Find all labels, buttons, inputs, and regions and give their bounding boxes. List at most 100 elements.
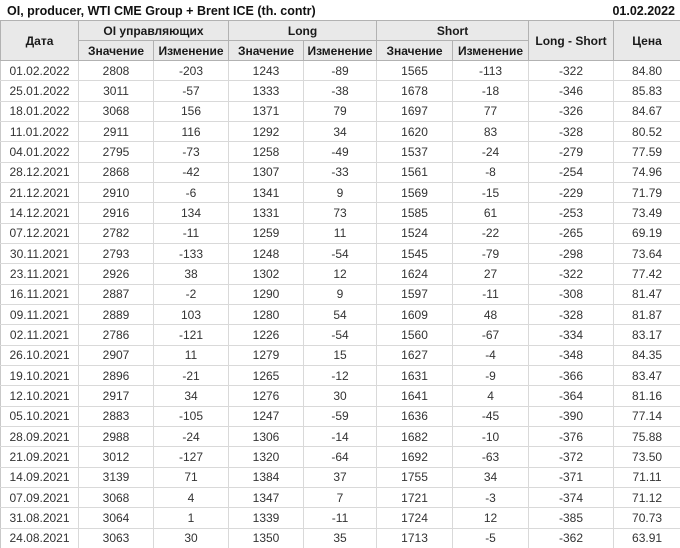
cell-long-value: 1306 [228, 425, 305, 448]
cell-short-value: 1624 [376, 263, 454, 285]
cell-oi-value: 3064 [78, 507, 154, 529]
cell-long-change: -11 [303, 507, 378, 529]
page-title: OI, producer, WTI CME Group + Brent ICE … [7, 4, 316, 18]
cell-short-value: 1569 [376, 181, 454, 204]
cell-short-change: -63 [452, 446, 530, 468]
cell-short-change: -11 [452, 283, 530, 305]
cell-short-value: 1524 [376, 222, 454, 244]
cell-long-change: 79 [303, 100, 378, 122]
cell-oi-value: 2887 [78, 283, 154, 305]
cell-price: 69.19 [613, 222, 680, 244]
cell-oi-value: 3068 [78, 486, 154, 509]
cell-oi-value: 2883 [78, 405, 154, 427]
cell-oi-value: 2786 [78, 324, 154, 346]
cell-price: 77.59 [613, 141, 680, 163]
cell-short-change: -22 [452, 222, 530, 244]
cell-short-value: 1631 [376, 364, 454, 387]
cell-oi-change: -21 [152, 364, 230, 387]
col-subheader-short-value: Значение [376, 40, 454, 61]
cell-long-value: 1279 [228, 344, 305, 366]
cell-oi-value: 2926 [78, 263, 154, 285]
cell-long-change: -33 [303, 161, 378, 183]
col-group-oi: OI управляющих [77, 20, 230, 41]
cell-long-short: -334 [528, 324, 615, 346]
cell-long-value: 1259 [228, 222, 305, 244]
cell-long-short: -253 [528, 202, 615, 224]
cell-long-short: -308 [528, 283, 615, 305]
cell-short-value: 1609 [376, 303, 454, 326]
cell-oi-change: 103 [152, 303, 230, 326]
cell-long-change: 30 [303, 385, 378, 407]
cell-date: 23.11.2021 [0, 263, 79, 285]
cell-short-change: -67 [452, 324, 530, 346]
cell-oi-value: 2911 [78, 120, 154, 143]
cell-long-change: -64 [303, 446, 378, 468]
cell-date: 04.01.2022 [0, 141, 79, 163]
cell-long-value: 1302 [228, 263, 305, 285]
cell-date: 07.09.2021 [0, 486, 79, 509]
table-row: 21.09.2021 3012 -127 1320 -64 1692 -63 -372 73.5… [0, 446, 680, 468]
cell-short-value: 1561 [376, 161, 454, 183]
cell-short-change: 77 [452, 100, 530, 122]
cell-long-change: 9 [303, 283, 378, 305]
cell-oi-value: 3012 [78, 446, 154, 468]
cell-price: 81.16 [613, 385, 680, 407]
cell-date: 14.12.2021 [0, 202, 79, 224]
table-row: 18.01.2022 3068 156 1371 79 1697 77 -326 84.67 [0, 100, 680, 122]
cell-oi-change: 38 [152, 263, 230, 285]
cell-oi-value: 2782 [78, 222, 154, 244]
table-row: 04.01.2022 2795 -73 1258 -49 1537 -24 -279 77.59 [0, 141, 680, 163]
header-row-sub: Значение Изменение Значение Изменение Зн… [1, 40, 680, 61]
table-row: 05.10.2021 2883 -105 1247 -59 1636 -45 -390 77.1… [0, 405, 680, 427]
cell-oi-value: 2868 [78, 161, 154, 183]
cell-short-change: -79 [452, 242, 530, 265]
cell-price: 74.96 [613, 161, 680, 183]
cell-date: 05.10.2021 [0, 405, 79, 427]
cell-oi-change: 156 [152, 100, 230, 122]
cell-long-short: -362 [528, 527, 615, 548]
table-row: 28.09.2021 2988 -24 1306 -14 1682 -10 -376 75.88 [0, 425, 680, 448]
cell-short-value: 1713 [376, 527, 454, 548]
cell-oi-change: -11 [152, 222, 230, 244]
cell-oi-value: 2889 [78, 303, 154, 326]
cell-date: 19.10.2021 [0, 364, 79, 387]
col-header-long-short: Long - Short [528, 20, 615, 61]
cell-oi-value: 2896 [78, 364, 154, 387]
cell-long-change: 54 [303, 303, 378, 326]
col-subheader-long-value: Значение [228, 40, 305, 61]
cell-oi-value: 3063 [78, 527, 154, 548]
cell-short-change: -5 [452, 527, 530, 548]
cell-long-short: -328 [528, 120, 615, 143]
cell-oi-change: 1 [152, 507, 230, 529]
cell-short-change: -18 [452, 80, 530, 102]
table-row: 07.12.2021 2782 -11 1259 11 1524 -22 -265 69.19 [0, 222, 680, 244]
cell-short-value: 1697 [376, 100, 454, 122]
cell-long-short: -366 [528, 364, 615, 387]
cell-price: 71.79 [613, 181, 680, 204]
cell-short-change: 27 [452, 263, 530, 285]
cell-oi-change: 34 [152, 385, 230, 407]
cell-long-short: -372 [528, 446, 615, 468]
cell-date: 21.09.2021 [0, 446, 79, 468]
cell-date: 28.12.2021 [0, 161, 79, 183]
cell-oi-value: 2793 [78, 242, 154, 265]
cell-short-value: 1682 [376, 425, 454, 448]
cell-price: 63.91 [613, 527, 680, 548]
cell-short-change: 61 [452, 202, 530, 224]
table-row: 25.01.2022 3011 -57 1333 -38 1678 -18 -346 85.83 [0, 80, 680, 102]
cell-long-value: 1320 [228, 446, 305, 468]
cell-long-value: 1384 [228, 466, 305, 488]
table-row: 12.10.2021 2917 34 1276 30 1641 4 -364 81.16 [0, 385, 680, 407]
cell-long-value: 1226 [228, 324, 305, 346]
cell-long-short: -322 [528, 263, 615, 285]
cell-long-change: 9 [303, 181, 378, 204]
cell-oi-value: 2916 [78, 202, 154, 224]
cell-oi-change: -73 [152, 141, 230, 163]
cell-long-short: -385 [528, 507, 615, 529]
cell-long-short: -376 [528, 425, 615, 448]
table-row: 19.10.2021 2896 -21 1265 -12 1631 -9 -366 83.47 [0, 364, 680, 387]
cell-price: 77.42 [613, 263, 680, 285]
cell-short-value: 1724 [376, 507, 454, 529]
cell-short-change: -24 [452, 141, 530, 163]
cell-date: 14.09.2021 [0, 466, 79, 488]
